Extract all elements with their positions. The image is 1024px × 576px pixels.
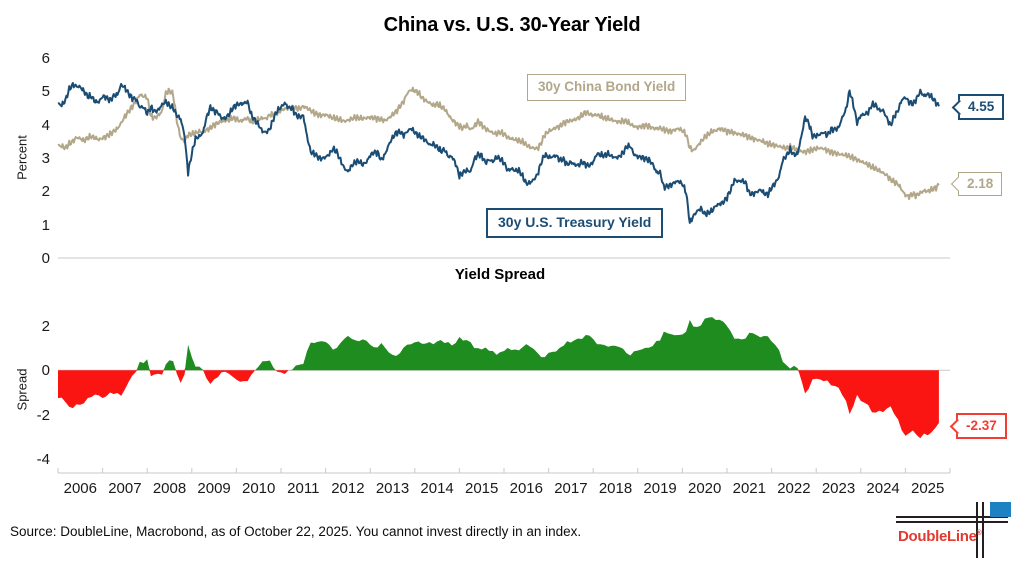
logo-wordmark: DoubleLine® bbox=[898, 528, 982, 545]
x-axis-label: 2015 bbox=[465, 480, 499, 497]
top-y-tick-label: 0 bbox=[41, 250, 50, 267]
chart-title: China vs. U.S. 30-Year Yield bbox=[383, 14, 641, 36]
x-axis-label: 2012 bbox=[331, 480, 365, 497]
callout-spread-last-value: -2.37 bbox=[949, 413, 1007, 440]
logo-vertical-line bbox=[976, 502, 978, 558]
spread-panel-title: Yield Spread bbox=[454, 266, 546, 283]
china-bond-yield-line bbox=[57, 86, 940, 201]
logo-blue-square bbox=[990, 502, 1011, 517]
callout-china-last-value: 2.18 bbox=[950, 172, 1003, 197]
bottom-y-tick-label: 2 bbox=[41, 317, 50, 335]
x-axis-label: 2010 bbox=[242, 480, 276, 497]
source-disclaimer-text: Source: DoubleLine, Macrobond, as of Oct… bbox=[10, 524, 582, 539]
spread-area-plot bbox=[58, 317, 950, 439]
x-axis-label: 2006 bbox=[63, 480, 97, 497]
logo-vertical-line bbox=[982, 502, 984, 558]
callout-us-text: 4.55 bbox=[968, 99, 995, 114]
x-axis-label: 2025 bbox=[911, 480, 945, 497]
spread-positive-area bbox=[58, 317, 939, 371]
x-axis-label: 2020 bbox=[688, 480, 722, 497]
bottom-y-tick-label: -4 bbox=[36, 451, 50, 469]
top-y-tick-label: 1 bbox=[41, 216, 50, 234]
top-y-tick-label: 5 bbox=[41, 83, 50, 101]
x-axis-label: 2021 bbox=[732, 480, 766, 497]
x-axis-label: 2018 bbox=[598, 480, 633, 497]
us-treasury-yield-line bbox=[57, 82, 940, 224]
logo-horizontal-line bbox=[896, 516, 1008, 518]
legend-china-bond-yield: 30y China Bond Yield bbox=[527, 74, 687, 101]
top-y-tick-label: 6 bbox=[41, 50, 50, 67]
callout-us-last-value: 4.55 bbox=[951, 94, 1005, 121]
callout-china-text: 2.18 bbox=[967, 176, 994, 191]
x-axis-label: 2009 bbox=[197, 480, 231, 497]
yield-lines-plot bbox=[57, 82, 940, 224]
registered-mark: ® bbox=[976, 530, 982, 537]
top-y-tick-label: 4 bbox=[41, 116, 50, 134]
x-axis-label: 2024 bbox=[866, 480, 900, 497]
top-y-tick-label: 2 bbox=[41, 183, 50, 201]
callout-spread-text: -2.37 bbox=[966, 418, 997, 433]
x-axis-label: 2022 bbox=[777, 480, 811, 497]
legend-us-treasury-yield: 30y U.S. Treasury Yield bbox=[486, 208, 664, 238]
top-y-tick-label: 3 bbox=[41, 150, 50, 167]
bottom-y-tick-label: 0 bbox=[41, 362, 50, 380]
x-axis-label: 2011 bbox=[287, 480, 320, 497]
x-axis-label: 2008 bbox=[152, 480, 187, 497]
x-axis-label: 2019 bbox=[643, 480, 677, 497]
logo-horizontal-line bbox=[896, 521, 1008, 523]
x-axis-label: 2023 bbox=[821, 480, 856, 497]
x-axis-label: 2014 bbox=[420, 480, 454, 497]
x-axis-label: 2013 bbox=[375, 480, 410, 497]
spread-negative-area bbox=[58, 370, 939, 439]
bottom-y-tick-label: -2 bbox=[36, 406, 50, 424]
x-axis-label: 2016 bbox=[509, 480, 543, 497]
doubleline-logo: DoubleLine® bbox=[888, 496, 1020, 568]
x-axis-label: 2017 bbox=[554, 480, 588, 497]
x-axis-label: 2007 bbox=[108, 480, 142, 497]
